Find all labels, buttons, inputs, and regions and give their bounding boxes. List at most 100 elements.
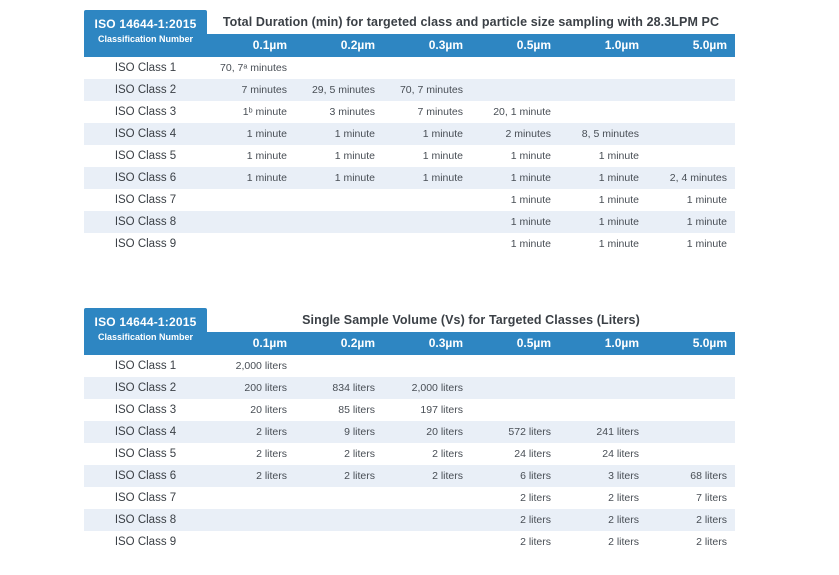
value-cell: 8, 5 minutes: [581, 128, 639, 140]
value-cell: [471, 355, 559, 377]
value-cell: 2 liters: [520, 514, 551, 526]
row-label: ISO Class 5: [114, 150, 177, 162]
value-cell: 2 liters: [432, 470, 463, 482]
value-cell: [647, 421, 735, 443]
row-label: ISO Class 8: [114, 514, 177, 526]
value-cell: 3 minutes: [329, 106, 375, 118]
value-cell: [295, 57, 383, 79]
value-cell: [559, 355, 647, 377]
classification-corner-header: ISO 14644-1:2015 Classification Number: [84, 308, 207, 355]
value-cell: [471, 399, 559, 421]
value-cell: [471, 57, 559, 79]
corner-title: ISO 14644-1:2015: [94, 315, 197, 329]
column-header-5.0um: 5.0µm: [692, 38, 727, 52]
value-cell: [383, 487, 471, 509]
column-header-0.5um: 0.5µm: [516, 38, 551, 52]
value-cell: [647, 145, 735, 167]
corner-subtitle: Classification Number: [97, 34, 194, 44]
value-cell: 1 minute: [422, 150, 463, 162]
value-cell: 9 liters: [344, 426, 375, 438]
value-cell: [383, 57, 471, 79]
value-cell: [207, 211, 295, 233]
table-row: ISO Class 6 1 minute 1 minute 1 minute 1…: [84, 167, 735, 189]
value-cell: 1 minute: [598, 194, 639, 206]
table-row: ISO Class 7 2 liters 2 liters 7 liters: [84, 487, 735, 509]
row-label: ISO Class 3: [114, 106, 177, 118]
value-cell: 2,000 liters: [411, 382, 463, 394]
column-header-0.1um: 0.1µm: [252, 38, 287, 52]
volume-column-header-bar: 0.1µm 0.2µm 0.3µm 0.5µm 1.0µm 5.0µm: [207, 332, 735, 355]
value-cell: 68 liters: [690, 470, 727, 482]
volume-table: ISO 14644-1:2015 Classification Number S…: [84, 308, 735, 553]
value-cell: 572 liters: [508, 426, 551, 438]
row-label: ISO Class 4: [114, 128, 177, 140]
value-cell: 197 liters: [420, 404, 463, 416]
value-cell: [383, 509, 471, 531]
value-cell: [207, 531, 295, 553]
value-cell: 2 liters: [608, 514, 639, 526]
value-cell: 1 minute: [510, 194, 551, 206]
value-cell: 2 liters: [696, 514, 727, 526]
corner-subtitle: Classification Number: [97, 332, 194, 342]
value-cell: 2 liters: [256, 426, 287, 438]
value-cell: 1 minute: [510, 216, 551, 228]
value-cell: 24 liters: [602, 448, 639, 460]
value-cell: 2 minutes: [505, 128, 551, 140]
value-cell: [647, 79, 735, 101]
value-cell: 1 minute: [334, 150, 375, 162]
duration-table-body: ISO Class 1 70, 7ᵃ minutes ISO Class 2 7…: [84, 57, 735, 255]
value-cell: [295, 531, 383, 553]
value-cell: [383, 233, 471, 255]
column-header-5.0um: 5.0µm: [692, 336, 727, 350]
row-label: ISO Class 7: [114, 194, 177, 206]
value-cell: 1 minute: [510, 150, 551, 162]
value-cell: 2 liters: [608, 492, 639, 504]
value-cell: [647, 101, 735, 123]
row-label: ISO Class 1: [114, 62, 177, 74]
value-cell: 1 minute: [422, 128, 463, 140]
value-cell: 2, 4 minutes: [669, 172, 727, 184]
value-cell: 1 minute: [510, 172, 551, 184]
table-row: ISO Class 4 1 minute 1 minute 1 minute 2…: [84, 123, 735, 145]
duration-header-right: Total Duration (min) for targeted class …: [207, 10, 735, 57]
duration-column-header-bar: 0.1µm 0.2µm 0.3µm 0.5µm 1.0µm 5.0µm: [207, 34, 735, 57]
value-cell: 70, 7 minutes: [399, 84, 463, 96]
corner-title: ISO 14644-1:2015: [94, 17, 197, 31]
duration-table-title: Total Duration (min) for targeted class …: [222, 15, 720, 29]
row-label: ISO Class 5: [114, 448, 177, 460]
value-cell: [383, 355, 471, 377]
table-row: ISO Class 5 2 liters 2 liters 2 liters 2…: [84, 443, 735, 465]
column-header-0.2um: 0.2µm: [340, 336, 375, 350]
table-row: ISO Class 9 2 liters 2 liters 2 liters: [84, 531, 735, 553]
duration-table: ISO 14644-1:2015 Classification Number T…: [84, 10, 735, 255]
table-row: ISO Class 4 2 liters 9 liters 20 liters …: [84, 421, 735, 443]
value-cell: [471, 377, 559, 399]
value-cell: 1 minute: [598, 216, 639, 228]
column-header-0.2um: 0.2µm: [340, 38, 375, 52]
value-cell: [647, 57, 735, 79]
value-cell: 1 minute: [686, 216, 727, 228]
value-cell: 1 minute: [246, 172, 287, 184]
value-cell: [647, 377, 735, 399]
row-label: ISO Class 8: [114, 216, 177, 228]
value-cell: 1ᵇ minute: [242, 106, 287, 118]
value-cell: 7 minutes: [417, 106, 463, 118]
row-label: ISO Class 4: [114, 426, 177, 438]
table-row: ISO Class 1 2,000 liters: [84, 355, 735, 377]
table-row: ISO Class 3 20 liters 85 liters 197 lite…: [84, 399, 735, 421]
value-cell: 1 minute: [510, 238, 551, 250]
table-row: ISO Class 6 2 liters 2 liters 2 liters 6…: [84, 465, 735, 487]
table-row: ISO Class 1 70, 7ᵃ minutes: [84, 57, 735, 79]
row-label: ISO Class 2: [114, 382, 177, 394]
value-cell: [207, 509, 295, 531]
value-cell: 3 liters: [608, 470, 639, 482]
value-cell: 1 minute: [598, 172, 639, 184]
value-cell: 834 liters: [332, 382, 375, 394]
row-label: ISO Class 9: [114, 536, 177, 548]
value-cell: 20, 1 minute: [493, 106, 551, 118]
table-row: ISO Class 5 1 minute 1 minute 1 minute 1…: [84, 145, 735, 167]
value-cell: [295, 233, 383, 255]
table-row: ISO Class 9 1 minute 1 minute 1 minute: [84, 233, 735, 255]
value-cell: [559, 101, 647, 123]
